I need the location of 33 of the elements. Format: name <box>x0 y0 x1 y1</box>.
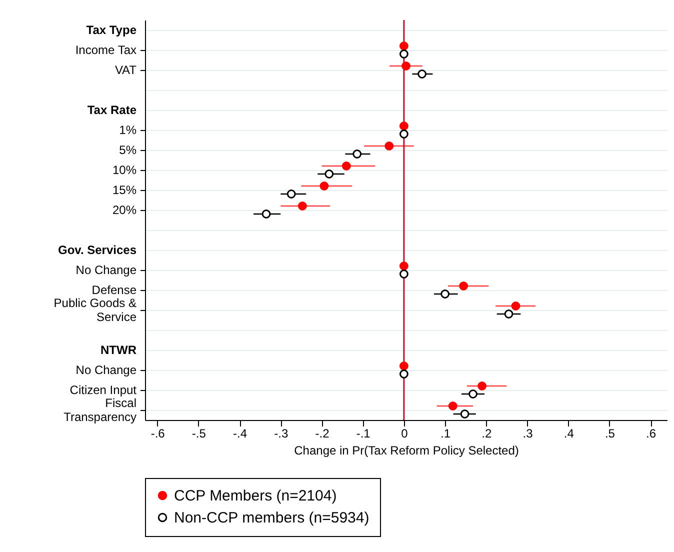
x-tick-label: 0 <box>401 426 408 440</box>
x-tick-label: .3 <box>522 426 534 440</box>
y-tick-label: Defense <box>92 283 137 297</box>
y-tick-label: Tax Type <box>86 23 137 37</box>
x-tick-label: -.1 <box>356 426 371 440</box>
y-tick-label: NTWR <box>100 343 137 357</box>
y-tick-label: VAT <box>114 63 138 77</box>
y-tick-label: Fiscal Transparency <box>64 396 136 424</box>
y-tick-label: 10% <box>112 163 137 177</box>
y-tick-label: No Change <box>76 363 137 377</box>
x-tick-label: -.2 <box>315 426 330 440</box>
y-tick-label: 5% <box>119 143 137 157</box>
legend-label: CCP Members (n=2104) <box>174 488 337 504</box>
x-tick-label: -.6 <box>150 426 166 440</box>
y-tick-label: Citizen Input <box>70 383 138 397</box>
y-tick-label: Gov. Services <box>58 243 137 257</box>
y-tick-label: Public Goods & Service <box>54 296 137 324</box>
x-tick-label: .6 <box>646 426 656 440</box>
y-tick-label: Income Tax <box>75 43 136 57</box>
y-tick-label: 15% <box>112 183 137 197</box>
x-tick-label: -.3 <box>274 426 288 440</box>
y-tick-label: No Change <box>76 263 137 277</box>
x-tick-label: .4 <box>564 426 574 440</box>
x-tick-label: .5 <box>604 426 616 440</box>
x-tick-label: -.4 <box>233 426 248 440</box>
y-tick-label: 20% <box>112 203 137 217</box>
x-axis-title: Change in Pr(Tax Reform Policy Selected) <box>294 444 519 458</box>
x-tick-label: -.5 <box>192 426 206 440</box>
y-tick-label: Tax Rate <box>87 103 137 117</box>
x-tick-label: .1 <box>440 426 451 440</box>
legend-label: Non-CCP members (n=5934) <box>174 510 370 526</box>
x-tick-label: .2 <box>482 426 492 440</box>
y-tick-label: 1% <box>119 123 137 137</box>
